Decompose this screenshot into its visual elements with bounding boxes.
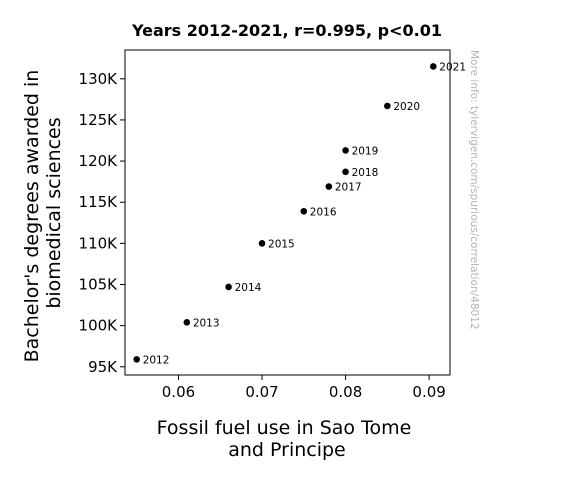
x-tick-label: 0.06	[162, 383, 195, 401]
x-axis: 0.06 0.07 0.08 0.09	[162, 375, 446, 401]
x-axis-label-line-1: Fossil fuel use in Sao Tome	[157, 417, 412, 439]
data-point-label: 2020	[393, 101, 420, 113]
data-point	[300, 207, 308, 215]
y-tick-label: 95K	[88, 358, 118, 376]
data-point	[183, 319, 191, 326]
data-point-label: 2017	[335, 182, 362, 194]
data-point	[384, 102, 391, 110]
data-point-label: 2016	[310, 206, 337, 218]
y-axis: 95K 100K 105K 110K 115K 120K 125K 130K	[79, 70, 125, 376]
x-tick-label: 0.09	[412, 383, 445, 401]
data-point	[342, 168, 349, 176]
x-axis-label: Fossil fuel use in Sao Tome and Principe	[157, 417, 418, 461]
y-tick-label: 120K	[79, 152, 119, 170]
data-point	[133, 356, 140, 363]
data-point-label: 2019	[352, 145, 379, 157]
y-tick-label: 115K	[79, 193, 119, 211]
data-point	[429, 63, 437, 70]
watermark-text: More info: tylervigen.com/spurious/corre…	[468, 50, 480, 330]
y-axis-label: Bachelor's degrees awarded in biomedical…	[21, 64, 65, 363]
y-axis-label-line-2: biomedical sciences	[43, 117, 65, 308]
y-tick-label: 125K	[79, 111, 119, 129]
x-tick-label: 0.07	[245, 383, 278, 401]
data-point	[258, 240, 266, 247]
plot-area-frame	[124, 49, 451, 376]
data-point-label: 2015	[268, 238, 295, 250]
data-point-label: 2012	[143, 354, 170, 366]
chart-title: Years 2012-2021, r=0.995, p<0.01	[131, 21, 442, 40]
data-point-label: 2013	[193, 317, 220, 329]
data-point	[325, 183, 333, 190]
y-tick-label: 130K	[79, 70, 119, 88]
data-point-label: 2018	[352, 167, 379, 179]
x-tick-label: 0.08	[329, 383, 362, 401]
data-point-label: 2014	[235, 282, 262, 294]
y-tick-label: 105K	[79, 275, 119, 293]
data-point-label: 2021	[439, 61, 466, 73]
y-tick-label: 110K	[79, 234, 119, 252]
data-points: 2012 2013 2014 2015 2016 2017 2018 2019 2020 2021	[133, 61, 466, 366]
y-tick-label: 100K	[79, 317, 119, 335]
x-axis-label-line-2: and Principe	[228, 439, 346, 461]
y-axis-label-line-1: Bachelor's degrees awarded in	[21, 70, 43, 363]
data-point	[342, 147, 349, 154]
data-point	[225, 283, 232, 291]
